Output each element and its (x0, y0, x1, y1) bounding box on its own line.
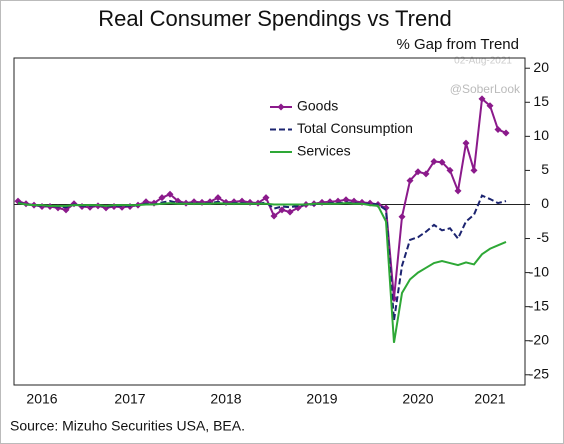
data-point (470, 166, 478, 174)
y-tick-label: -5 (537, 229, 550, 245)
data-point (158, 194, 166, 202)
series-line (17, 202, 507, 343)
data-point (454, 187, 462, 195)
data-point (278, 206, 286, 214)
x-tick-label: 2018 (210, 391, 241, 407)
data-point (446, 166, 454, 174)
x-tick-label: 2020 (402, 391, 433, 407)
plot-area (13, 57, 526, 386)
data-point (438, 158, 446, 166)
data-point (398, 213, 406, 221)
x-tick-label: 2021 (474, 391, 505, 407)
data-point (286, 208, 294, 216)
data-point (406, 177, 414, 185)
data-point (166, 190, 174, 198)
data-point (262, 194, 270, 202)
x-tick-label: 2019 (306, 391, 337, 407)
data-point (462, 139, 470, 147)
data-point (342, 196, 350, 204)
y-tick-label: 10 (533, 127, 549, 143)
data-point (478, 95, 486, 103)
data-point (430, 158, 438, 166)
chart-subtitle: % Gap from Trend (396, 36, 519, 53)
y-tick-label: 5 (541, 161, 549, 177)
y-tick-label: 15 (533, 93, 549, 109)
y-tick-label: -15 (529, 297, 549, 313)
legend-marker (277, 103, 285, 111)
data-point (62, 206, 70, 214)
x-tick-label: 2017 (114, 391, 145, 407)
watermark: 02-Aug-2021 (454, 56, 512, 67)
x-tick-label: 2016 (26, 391, 57, 407)
data-point (502, 129, 510, 137)
data-point (486, 102, 494, 110)
legend-label: Goods (297, 98, 338, 114)
y-tick-label: -20 (529, 331, 549, 347)
source-note: Source: Mizuho Securities USA, BEA. (10, 418, 245, 434)
watermark: @SoberLook (450, 82, 521, 96)
data-point (494, 126, 502, 134)
y-tick-label: -25 (529, 365, 549, 381)
legend-label: Services (297, 143, 351, 159)
data-point (214, 194, 222, 202)
data-point (414, 168, 422, 176)
y-tick-label: 20 (533, 59, 549, 75)
legend-label: Total Consumption (297, 120, 413, 136)
chart-title: Real Consumer Spendings vs Trend (98, 6, 451, 31)
y-tick-label: 0 (541, 195, 549, 211)
y-tick-label: -10 (529, 263, 549, 279)
data-point (270, 212, 278, 220)
data-point (422, 170, 430, 178)
